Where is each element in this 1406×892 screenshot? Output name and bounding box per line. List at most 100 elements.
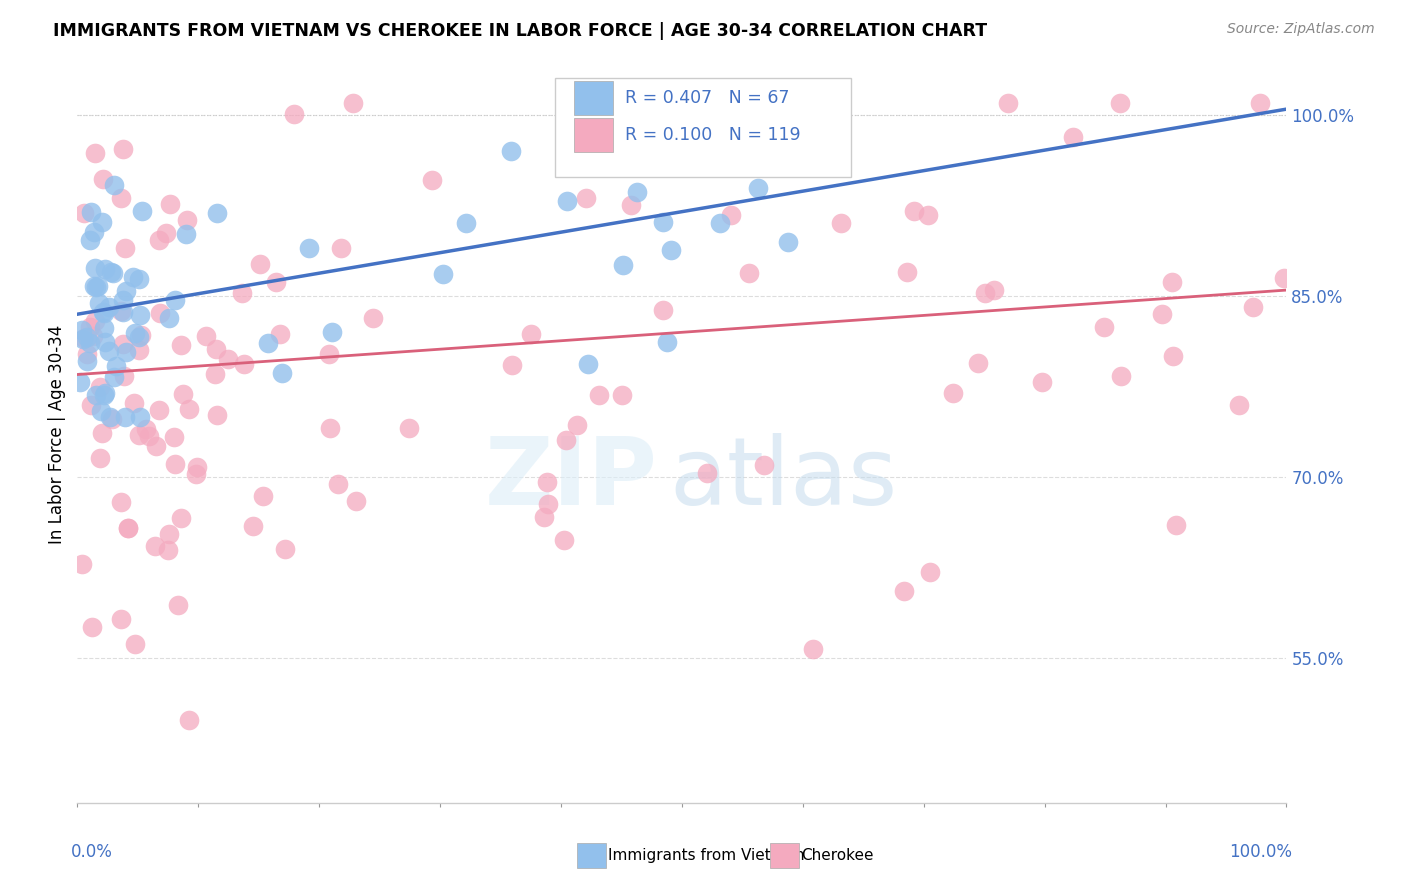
Point: [1161, 349, 1184, 363]
Point: [114, 345, 136, 359]
Point: [84, 260, 107, 275]
Point: [93, 306, 115, 320]
Point: [117, 521, 139, 535]
Point: [138, 428, 160, 442]
Point: [344, 494, 367, 508]
Point: [110, 191, 132, 205]
Point: [575, 191, 598, 205]
Point: [157, 311, 180, 326]
Point: [72, 332, 94, 346]
Point: [128, 343, 150, 357]
Point: [148, 233, 170, 247]
Point: [252, 489, 274, 503]
Point: [103, 178, 125, 192]
Point: [163, 293, 186, 307]
Point: [610, 387, 633, 401]
Point: [149, 306, 172, 320]
Point: [1241, 300, 1264, 314]
Point: [1031, 376, 1053, 390]
Point: [205, 408, 228, 422]
Point: [170, 338, 193, 352]
Point: [274, 542, 297, 557]
Y-axis label: In Labor Force | Age 30-34: In Labor Force | Age 30-34: [48, 326, 66, 544]
Text: atlas: atlas: [669, 433, 898, 525]
Point: [1150, 307, 1173, 321]
Text: R = 0.407   N = 67: R = 0.407 N = 67: [626, 89, 790, 107]
Point: [920, 565, 942, 579]
Point: [112, 337, 135, 351]
Point: [98, 409, 121, 424]
Point: [269, 327, 291, 342]
Point: [94, 262, 117, 277]
Point: [87, 296, 110, 310]
Point: [76, 354, 98, 368]
Point: [1109, 96, 1132, 111]
Point: [830, 216, 852, 230]
Point: [432, 267, 454, 281]
Point: [83, 225, 105, 239]
Point: [204, 367, 226, 381]
Point: [124, 637, 146, 651]
Point: [117, 521, 139, 535]
Point: [129, 409, 152, 424]
Point: [111, 142, 134, 156]
Point: [159, 197, 181, 211]
Point: [659, 243, 682, 257]
Point: [205, 342, 228, 356]
Point: [501, 358, 523, 372]
Point: [231, 286, 253, 301]
Point: [163, 457, 186, 471]
Point: [1161, 275, 1184, 289]
FancyBboxPatch shape: [574, 118, 613, 152]
Point: [249, 257, 271, 271]
Point: [112, 293, 135, 308]
Point: [553, 533, 575, 548]
Point: [128, 272, 150, 286]
FancyBboxPatch shape: [576, 843, 606, 868]
Point: [555, 433, 578, 447]
Point: [186, 459, 208, 474]
Point: [321, 325, 343, 339]
Point: [93, 387, 115, 401]
Point: [217, 351, 239, 366]
Point: [342, 96, 364, 111]
Point: [91, 171, 114, 186]
Point: [157, 543, 180, 558]
Point: [801, 642, 824, 657]
Point: [1092, 320, 1115, 334]
Point: [103, 370, 125, 384]
Point: [620, 198, 643, 212]
Point: [596, 111, 619, 125]
Point: [974, 286, 997, 301]
Point: [105, 359, 128, 374]
Point: [79, 336, 101, 351]
Point: [565, 417, 588, 432]
Point: [612, 96, 634, 111]
Point: [79, 233, 101, 247]
Point: [184, 467, 207, 482]
Point: [84, 388, 107, 402]
Point: [128, 428, 150, 442]
Point: [115, 285, 138, 299]
Point: [257, 335, 280, 350]
Text: Cherokee: Cherokee: [801, 848, 875, 863]
Point: [82, 620, 104, 634]
Point: [454, 216, 477, 230]
Point: [69, 375, 91, 389]
Point: [90, 215, 112, 229]
Point: [101, 266, 124, 280]
Text: R = 0.100   N = 119: R = 0.100 N = 119: [626, 126, 800, 144]
Point: [128, 330, 150, 344]
Point: [110, 612, 132, 626]
Point: [124, 326, 146, 341]
Point: [90, 403, 112, 417]
Point: [942, 386, 965, 401]
Point: [166, 598, 188, 612]
Point: [283, 106, 305, 120]
Point: [170, 511, 193, 525]
Point: [83, 146, 105, 161]
Point: [752, 458, 775, 473]
Point: [893, 584, 915, 599]
Point: [626, 185, 648, 199]
Point: [361, 311, 384, 326]
